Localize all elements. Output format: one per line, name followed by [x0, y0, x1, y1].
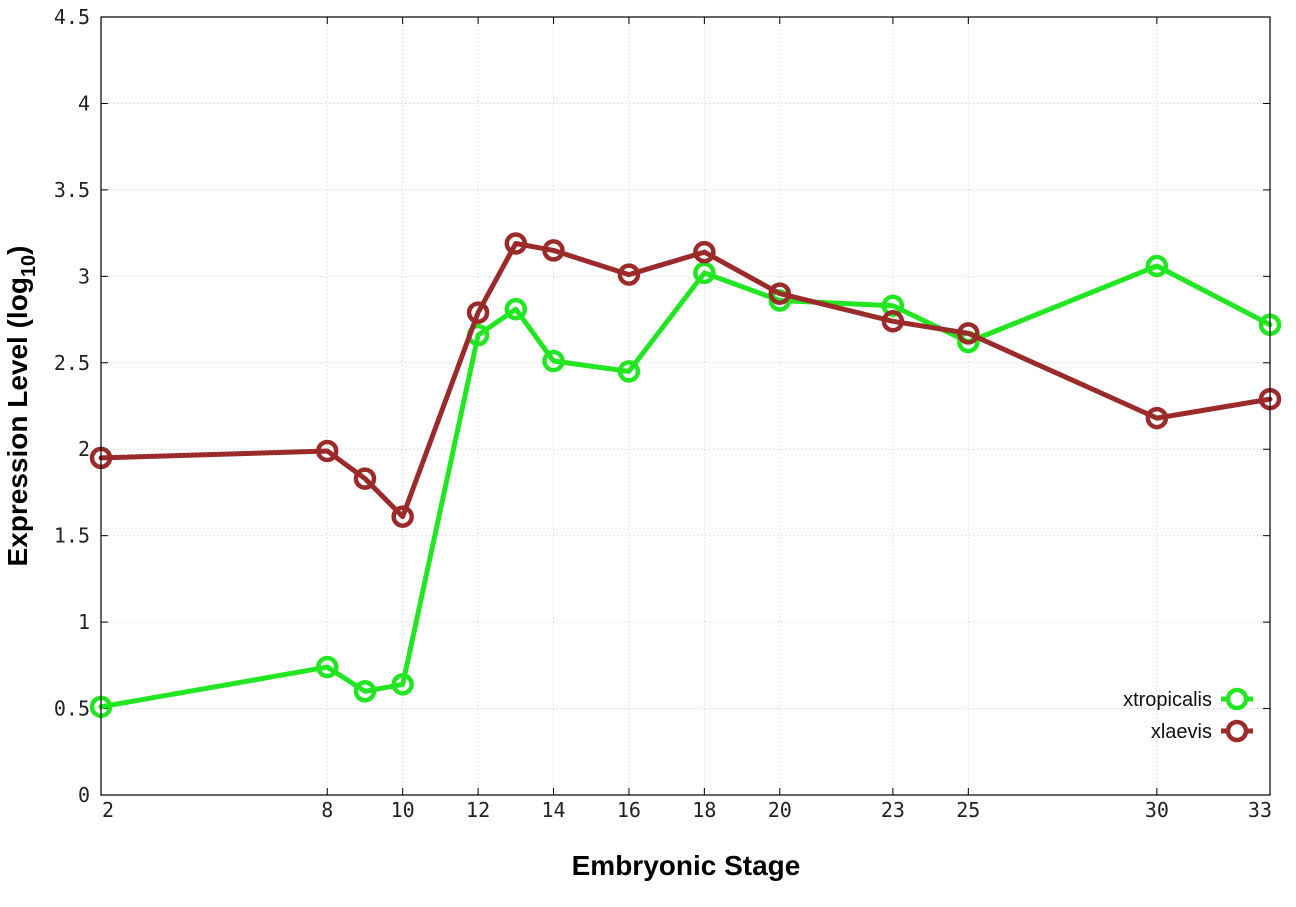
data-point-xtropicalis — [316, 655, 339, 679]
grid-lines — [101, 17, 1270, 795]
y-tick-label: 3 — [78, 264, 90, 288]
y-tick-labels: 0 0.5 1 1.5 2 2.5 3 3.5 4 4.5 — [54, 5, 90, 807]
y-axis-title-prefix: Expression Level (log — [2, 277, 33, 566]
data-point-xlaevis — [391, 505, 414, 528]
y-axis-title-subscript: 10 — [18, 255, 40, 277]
y-tick-label: 3.5 — [54, 178, 90, 202]
legend-marker-xtropicalis — [1225, 687, 1249, 711]
y-tick-label: 0.5 — [54, 697, 90, 721]
legend-label-xlaevis: xlaevis — [1151, 721, 1212, 743]
y-axis-title: Expression Level (log10) — [2, 246, 40, 567]
y-tick-label: 0 — [78, 783, 90, 807]
series-line-xlaevis — [98, 241, 1273, 520]
series-xtropicalis — [89, 254, 1282, 719]
x-tick-label: 30 — [1145, 798, 1169, 822]
x-tick-label: 23 — [881, 798, 905, 822]
data-point-xlaevis — [768, 282, 792, 305]
data-point-xlaevis — [466, 301, 490, 324]
data-point-xtropicalis — [617, 360, 641, 383]
legend-label-xtropicalis: xtropicalis — [1123, 689, 1212, 711]
data-point-xtropicalis — [881, 294, 905, 317]
data-point-xtropicalis — [504, 297, 528, 321]
legend-marker-xlaevis — [1225, 719, 1249, 743]
data-point-xlaevis — [1145, 406, 1169, 430]
data-point-xtropicalis — [1145, 254, 1169, 278]
data-point-xlaevis — [504, 232, 528, 255]
data-point-xlaevis — [693, 240, 716, 264]
data-point-xlaevis — [353, 467, 377, 490]
data-point-xtropicalis — [542, 349, 565, 373]
series-layer — [89, 232, 1282, 719]
data-point-xtropicalis — [693, 261, 716, 285]
x-axis-title: Embryonic Stage — [572, 850, 801, 881]
y-tick-label: 1.5 — [54, 524, 90, 548]
x-tick-label: 20 — [768, 798, 792, 822]
y-tick-label: 2.5 — [54, 351, 90, 375]
data-point-xtropicalis — [391, 673, 414, 696]
data-point-xlaevis — [316, 439, 339, 463]
x-tick-label: 16 — [617, 798, 641, 822]
x-tick-label: 18 — [692, 798, 716, 822]
series-line-xtropicalis — [98, 263, 1273, 710]
legend: xtropicalis xlaevis — [1123, 687, 1253, 743]
data-point-xtropicalis — [353, 680, 377, 703]
x-tick-label: 12 — [466, 798, 490, 822]
data-point-xlaevis — [542, 239, 565, 262]
x-tick-label: 14 — [541, 798, 565, 822]
x-tick-label: 25 — [956, 798, 980, 822]
x-tick-label: 10 — [391, 798, 415, 822]
data-point-xlaevis — [957, 322, 980, 345]
series-xlaevis — [89, 232, 1282, 528]
plot-frame — [100, 16, 1271, 796]
data-point-xlaevis — [617, 263, 641, 286]
x-tick-label: 33 — [1248, 798, 1272, 822]
x-tick-labels: 2 8 10 12 14 16 18 20 23 25 30 33 — [102, 798, 1272, 822]
data-point-xlaevis — [881, 310, 905, 333]
y-tick-label: 4.5 — [54, 5, 90, 29]
y-axis-title-suffix: ) — [2, 246, 33, 255]
y-tick-label: 1 — [78, 610, 90, 634]
y-tick-label: 2 — [78, 437, 90, 461]
y-tick-label: 4 — [78, 91, 90, 115]
x-tick-label: 8 — [321, 798, 333, 822]
x-tick-label: 2 — [102, 798, 114, 822]
